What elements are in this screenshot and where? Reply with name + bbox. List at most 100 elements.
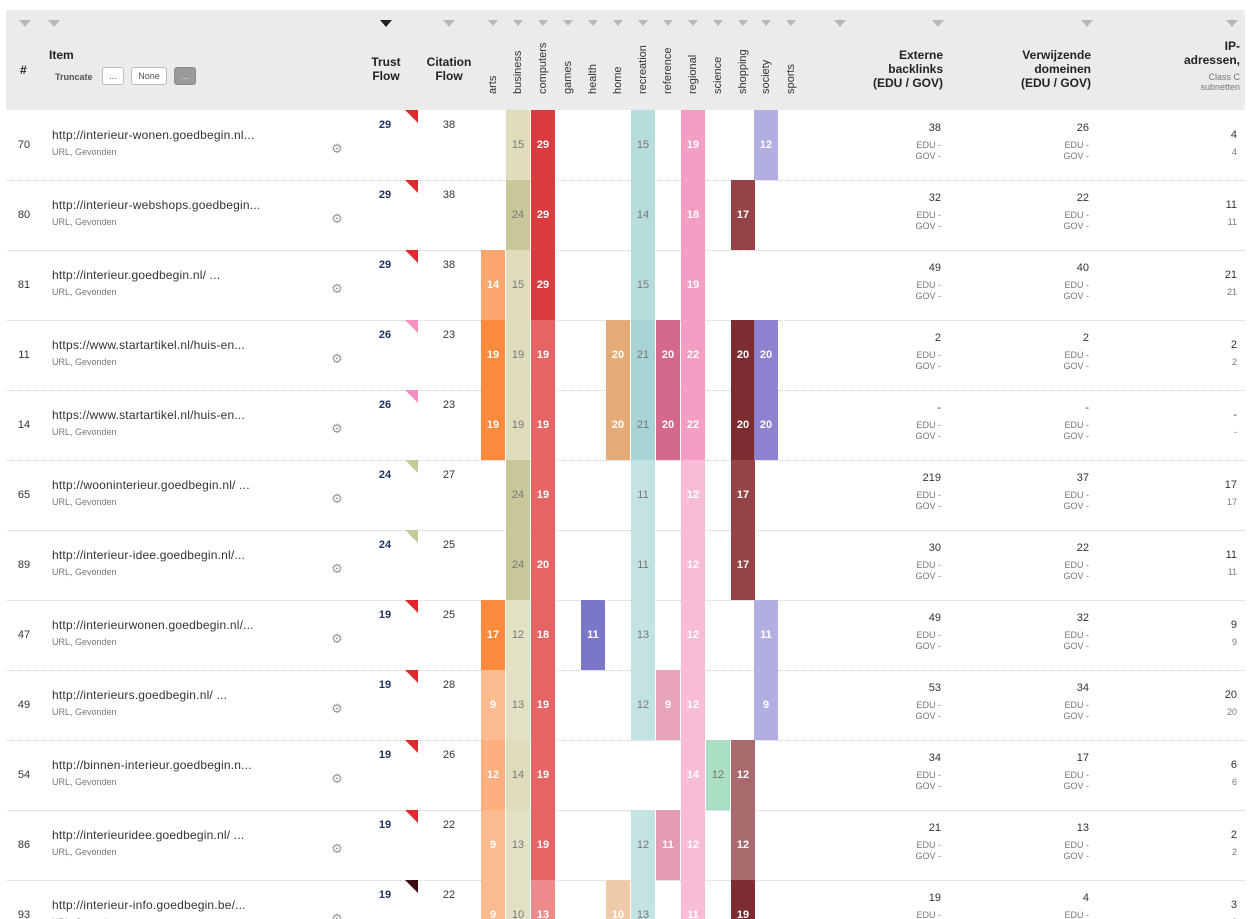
sort-arrow-icon[interactable] xyxy=(663,20,673,26)
domains-gov: GOV - xyxy=(1063,571,1089,581)
topic-cell-computers: 29 xyxy=(531,180,555,250)
gear-icon[interactable]: ⚙ xyxy=(331,421,343,436)
trust-flow-topic-flag-icon xyxy=(405,880,418,893)
gear-icon[interactable]: ⚙ xyxy=(331,491,343,506)
trust-flow-value: 19 xyxy=(378,819,392,831)
gear-icon[interactable]: ⚙ xyxy=(331,561,343,576)
domains-value: 32 xyxy=(1076,612,1089,624)
backlinks-gov: GOV - xyxy=(915,501,941,511)
column-item-header[interactable]: Item xyxy=(49,48,74,62)
backlinks-value: 30 xyxy=(928,542,941,554)
sort-arrow-icon[interactable] xyxy=(488,20,498,26)
trust-flow-topic-flag-icon xyxy=(405,180,418,193)
truncate-long-button[interactable]: ... xyxy=(174,67,196,85)
column-backlinks-header[interactable]: Externe backlinks (EDU / GOV) xyxy=(872,48,943,90)
trust-flow-value: 29 xyxy=(378,259,392,271)
row-meta: URL, Gevonden xyxy=(52,217,117,227)
citation-flow-value: 22 xyxy=(442,819,456,831)
row-divider xyxy=(6,600,1245,601)
sort-arrow-icon[interactable] xyxy=(513,20,523,26)
domains-edu: EDU - xyxy=(1064,210,1090,220)
column-ip-header[interactable]: IP- adressen, xyxy=(1183,39,1240,67)
sort-arrow-icon[interactable] xyxy=(786,20,796,26)
topic-cell-arts: 19 xyxy=(481,320,505,390)
citation-flow-value: 22 xyxy=(442,889,456,901)
gear-icon[interactable]: ⚙ xyxy=(331,141,343,156)
row-url-link[interactable]: http://binnen-interieur.goedbegin.n... xyxy=(52,758,252,772)
topic-cell-business: 14 xyxy=(506,740,530,810)
backlinks-value: 19 xyxy=(928,892,941,904)
topic-cell-business: 24 xyxy=(506,530,530,600)
gear-icon[interactable]: ⚙ xyxy=(331,911,343,919)
row-meta: URL, Gevonden xyxy=(52,917,117,919)
domains-gov: GOV - xyxy=(1063,431,1089,441)
citation-flow-value: 38 xyxy=(442,259,456,271)
domains-edu: EDU - xyxy=(1064,560,1090,570)
sort-arrow-icon[interactable] xyxy=(443,20,455,27)
truncate-short-button[interactable]: ... xyxy=(102,67,124,85)
sort-arrow-icon[interactable] xyxy=(738,20,748,26)
ip-subnet-value: - xyxy=(1234,427,1237,437)
ip-value: 20 xyxy=(1224,689,1237,701)
domains-edu: EDU - xyxy=(1064,700,1090,710)
row-url-link[interactable]: http://interieur-webshops.goedbegin... xyxy=(52,198,261,212)
topic-cell-business: 24 xyxy=(506,460,530,530)
topic-cell-recreation: 21 xyxy=(631,320,655,390)
trust-flow-value: 26 xyxy=(378,399,392,411)
topic-cell-computers: 19 xyxy=(531,390,555,460)
topic-cell-recreation: 15 xyxy=(631,250,655,320)
topic-cell-regional: 12 xyxy=(681,810,705,880)
topic-cell-shopping: 12 xyxy=(731,810,755,880)
row-url-link[interactable]: http://interieurs.goedbegin.nl/ ... xyxy=(52,688,228,702)
sort-arrow-icon[interactable] xyxy=(761,20,771,26)
citation-flow-value: 27 xyxy=(442,469,456,481)
ip-subnet-value: 20 xyxy=(1226,707,1237,717)
row-url-link[interactable]: http://interieur-info.goedbegin.be/... xyxy=(52,898,246,912)
sort-arrow-icon[interactable] xyxy=(538,20,548,26)
ip-value: 2 xyxy=(1230,829,1237,841)
gear-icon[interactable]: ⚙ xyxy=(331,701,343,716)
gear-icon[interactable]: ⚙ xyxy=(331,281,343,296)
gear-icon[interactable]: ⚙ xyxy=(331,631,343,646)
ip-subnet-value: 11 xyxy=(1227,217,1237,227)
row-url-link[interactable]: https://www.startartikel.nl/huis-en... xyxy=(52,408,246,422)
sort-arrow-icon[interactable] xyxy=(1081,20,1093,27)
backlinks-edu: EDU - xyxy=(916,350,942,360)
sort-arrow-icon[interactable] xyxy=(834,20,846,27)
row-url-link[interactable]: https://www.startartikel.nl/huis-en... xyxy=(52,338,246,352)
backlinks-edu: EDU - xyxy=(916,490,942,500)
row-url-link[interactable]: http://interieurwonen.goedbegin.nl/... xyxy=(52,618,254,632)
topic-header-sports[interactable]: sports xyxy=(785,64,797,94)
sort-arrow-icon[interactable] xyxy=(48,20,60,27)
row-url-link[interactable]: http://interieur-wonen.goedbegin.nl... xyxy=(52,128,255,142)
row-url-link[interactable]: http://interieuridee.goedbegin.nl/ ... xyxy=(52,828,245,842)
sort-arrow-icon[interactable] xyxy=(932,20,944,27)
column-trust-flow-header[interactable]: Trust Flow xyxy=(371,55,401,83)
domains-gov: GOV - xyxy=(1063,501,1089,511)
sort-arrow-icon[interactable] xyxy=(713,20,723,26)
column-citation-flow-header[interactable]: Citation Flow xyxy=(426,55,472,83)
sort-arrow-icon[interactable] xyxy=(563,20,573,26)
trust-flow-value: 26 xyxy=(378,329,392,341)
sort-arrow-icon[interactable] xyxy=(1226,20,1238,27)
domains-value: 22 xyxy=(1076,542,1089,554)
topic-cell-recreation: 12 xyxy=(631,810,655,880)
topic-cell-shopping: 20 xyxy=(731,390,755,460)
gear-icon[interactable]: ⚙ xyxy=(331,351,343,366)
gear-icon[interactable]: ⚙ xyxy=(331,211,343,226)
column-domains-header[interactable]: Verwijzende domeinen (EDU / GOV) xyxy=(1020,48,1091,90)
sort-arrow-icon[interactable] xyxy=(638,20,648,26)
sort-arrow-icon[interactable] xyxy=(380,20,392,27)
gear-icon[interactable]: ⚙ xyxy=(331,771,343,786)
truncate-none-button[interactable]: None xyxy=(131,67,167,85)
row-url-link[interactable]: http://wooninterieur.goedbegin.nl/ ... xyxy=(52,478,250,492)
trust-flow-topic-flag-icon xyxy=(405,670,418,683)
sort-arrow-icon[interactable] xyxy=(588,20,598,26)
sort-arrow-icon[interactable] xyxy=(19,20,31,27)
row-url-link[interactable]: http://interieur.goedbegin.nl/ ... xyxy=(52,268,221,282)
row-url-link[interactable]: http://interieur-idee.goedbegin.nl/... xyxy=(52,548,246,562)
topic-cell-computers: 29 xyxy=(531,250,555,320)
gear-icon[interactable]: ⚙ xyxy=(331,841,343,856)
sort-arrow-icon[interactable] xyxy=(613,20,623,26)
sort-arrow-icon[interactable] xyxy=(688,20,698,26)
